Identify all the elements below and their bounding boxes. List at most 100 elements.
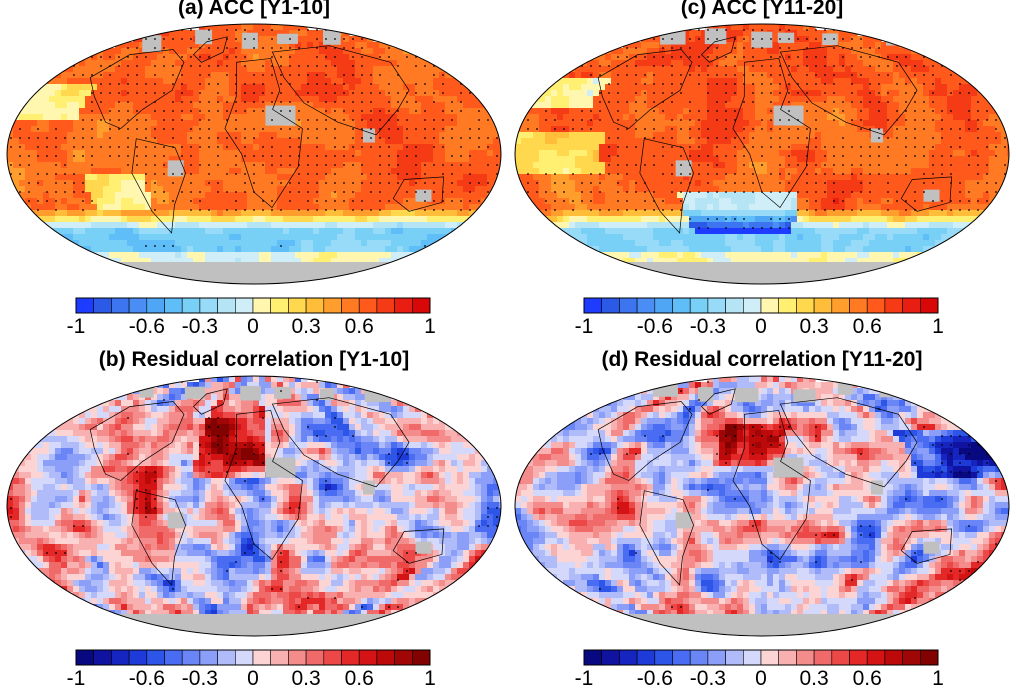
significance-dot [671,47,673,49]
significance-dot [752,65,754,67]
significance-dot [109,74,111,76]
significance-dot [788,92,790,94]
land-mask-cell [274,386,292,399]
significance-dot [725,435,727,437]
significance-dot [860,38,862,40]
significance-dot [253,47,255,49]
significance-dot [824,56,826,58]
significance-dot [788,38,790,40]
colorbar-swatch [689,649,709,666]
significance-dot [842,65,844,67]
significance-dot [986,200,988,202]
significance-dot [28,182,30,184]
colorbar-swatch [813,297,833,314]
significance-dot [644,435,646,437]
significance-dot [298,119,300,121]
significance-dot [217,146,219,148]
land-mask-cell [773,105,804,126]
significance-dot [406,561,408,563]
significance-dot [316,29,318,31]
significance-dot [361,119,363,121]
significance-dot [271,65,273,67]
significance-dot [662,435,664,437]
significance-dot [743,182,745,184]
significance-dot [581,200,583,202]
significance-dot [316,146,318,148]
significance-dot [208,164,210,166]
significance-dot [208,435,210,437]
significance-dot [181,155,183,157]
significance-dot [451,137,453,139]
significance-dot [217,191,219,193]
significance-dot [680,146,682,148]
significance-dot [815,74,817,76]
significance-dot [82,209,84,211]
significance-dot [334,137,336,139]
colorbar-swatch [235,649,254,666]
significance-dot [82,128,84,130]
significance-dot [887,209,889,211]
significance-dot [406,146,408,148]
significance-dot [388,56,390,58]
significance-dot [959,83,961,85]
antarctica-land [515,262,1009,284]
significance-dot [842,38,844,40]
significance-dot [851,119,853,121]
significance-dot [262,29,264,31]
significance-dot [199,453,201,455]
significance-dot [680,200,682,202]
significance-dot [905,435,907,437]
significance-dot [833,47,835,49]
significance-dot [154,92,156,94]
land-mask-cell [195,29,213,45]
coastline [639,490,694,586]
significance-dot [208,29,210,31]
colorbar-swatch [128,649,148,666]
significance-dot [307,137,309,139]
colorbar-swatch [164,297,183,314]
significance-dot [734,173,736,175]
significance-dot [617,498,619,500]
significance-dot [725,173,727,175]
significance-dot [217,83,219,85]
significance-dot [743,191,745,193]
colorbar-swatch [831,649,850,666]
significance-dot [527,191,529,193]
colorbar-swatch [601,649,620,666]
significance-dot [653,74,655,76]
significance-dot [28,137,30,139]
significance-dot [950,74,952,76]
significance-dot [788,182,790,184]
significance-dot [388,119,390,121]
significance-dot [797,137,799,139]
significance-dot [235,200,237,202]
significance-dot [118,146,120,148]
significance-dot [815,561,817,563]
significance-dot [235,462,237,464]
significance-dot [968,570,970,572]
significance-dot [271,146,273,148]
significance-dot [253,155,255,157]
significance-dot [941,209,943,211]
significance-dot [55,191,57,193]
significance-dot [379,137,381,139]
significance-dot [680,155,682,157]
significance-dot [932,471,934,473]
colorbar-swatch [725,297,744,314]
significance-dot [109,146,111,148]
significance-dot [590,453,592,455]
significance-dot [905,110,907,112]
significance-dot [851,38,853,40]
significance-dot [878,56,880,58]
significance-dot [145,498,147,500]
significance-dot [941,119,943,121]
significance-dot [253,101,255,103]
significance-dot [761,65,763,67]
significance-dot [950,209,952,211]
significance-dot [172,137,174,139]
significance-dot [968,191,970,193]
significance-dot [815,173,817,175]
significance-dot [527,128,529,130]
significance-dot [680,92,682,94]
colorbar-swatch [849,297,868,314]
